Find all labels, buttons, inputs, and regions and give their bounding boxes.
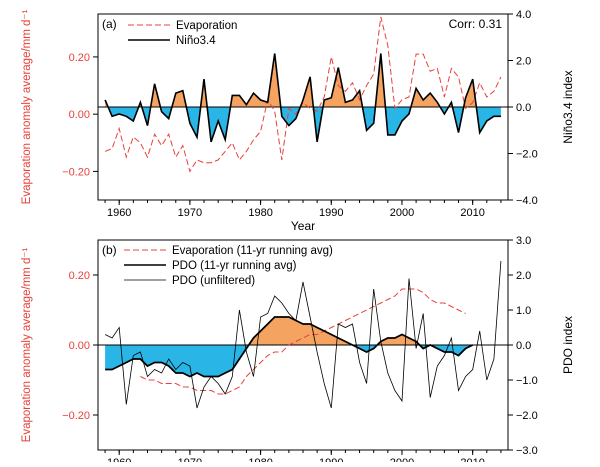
x-tick-label: 2010	[460, 207, 484, 219]
correlation-annotation: Corr: 0.31	[449, 17, 503, 31]
x-tick-label: 1980	[248, 207, 272, 219]
negative-anomaly-fill	[105, 345, 473, 377]
x-tick-label: 1990	[319, 457, 343, 462]
positive-anomaly-fill	[105, 317, 473, 345]
series-line-2	[105, 316, 474, 378]
y-right-axis-title: Niño3.4 index	[561, 70, 575, 143]
y-right-tick-label: 1.0	[516, 305, 531, 317]
legend-label: Niño3.4	[176, 35, 216, 47]
y-right-tick-label: 4.0	[516, 9, 531, 21]
y-right-tick-label: 3.0	[516, 235, 531, 247]
legend-label: Evaporation (11-yr running avg)	[172, 245, 333, 257]
y-left-tick-label: 0.20	[69, 270, 90, 282]
y-left-axis-title: Evaporation anomaly average/mm d⁻¹	[21, 248, 33, 443]
y-left-tick-label: 0.00	[69, 340, 90, 352]
x-tick-label: 1990	[319, 207, 343, 219]
x-tick-label: 2000	[390, 457, 414, 462]
y-left-tick-label: −0.20	[62, 410, 90, 422]
y-left-tick-label: 0.20	[69, 52, 90, 64]
y-right-tick-label: −1.0	[516, 375, 538, 387]
y-right-tick-label: 0.0	[516, 340, 531, 352]
x-tick-label: 1960	[107, 207, 131, 219]
y-right-tick-label: 2.0	[516, 56, 531, 68]
positive-anomaly-fill	[105, 53, 501, 107]
y-right-tick-label: −3.0	[516, 445, 538, 457]
panel-label: (b)	[102, 243, 117, 257]
legend-label: PDO (unfiltered)	[172, 275, 255, 287]
y-left-axis-title: Evaporation anomaly average/mm d⁻¹	[21, 10, 33, 205]
x-tick-label: 1960	[107, 457, 131, 462]
y-right-axis-title: PDO index	[561, 316, 575, 374]
series-line-1	[140, 288, 466, 395]
x-tick-label: 1980	[248, 457, 272, 462]
series-line-3	[104, 260, 502, 409]
panel-label: (a)	[102, 17, 117, 31]
x-axis-title: Year	[291, 219, 315, 233]
x-tick-label: 1970	[178, 207, 202, 219]
series-line-2	[104, 53, 501, 143]
series-line-1	[104, 16, 502, 173]
x-tick-label: 2010	[460, 457, 484, 462]
panel-b: 1960 1970 1980 1990 2000 2010 −0.20 0.00 0.20 −3.…	[21, 235, 575, 467]
x-tick-label: 1970	[178, 457, 202, 462]
legend-label: Evaporation	[176, 20, 237, 32]
y-right-tick-label: 0.0	[516, 102, 531, 114]
y-right-tick-label: −4.0	[516, 195, 538, 207]
legend: Evaporation (11-yr running avg) PDO (11-y…	[124, 245, 333, 287]
y-left-tick-label: 0.00	[69, 109, 90, 121]
x-tick-label: 2000	[390, 207, 414, 219]
legend-label: PDO (11-yr running avg)	[172, 260, 297, 272]
y-right-tick-label: 2.0	[516, 270, 531, 282]
y-right-tick-label: −2.0	[516, 410, 538, 422]
legend: Evaporation Niño3.4	[128, 20, 237, 47]
negative-anomaly-fill	[105, 107, 501, 142]
y-left-tick-label: −0.20	[62, 166, 90, 178]
panel-a: 1960 1970 1980 1990 2000 2010 −0.20 0.00 0.20 −4.…	[21, 9, 575, 233]
y-right-tick-label: −2.0	[516, 149, 538, 161]
